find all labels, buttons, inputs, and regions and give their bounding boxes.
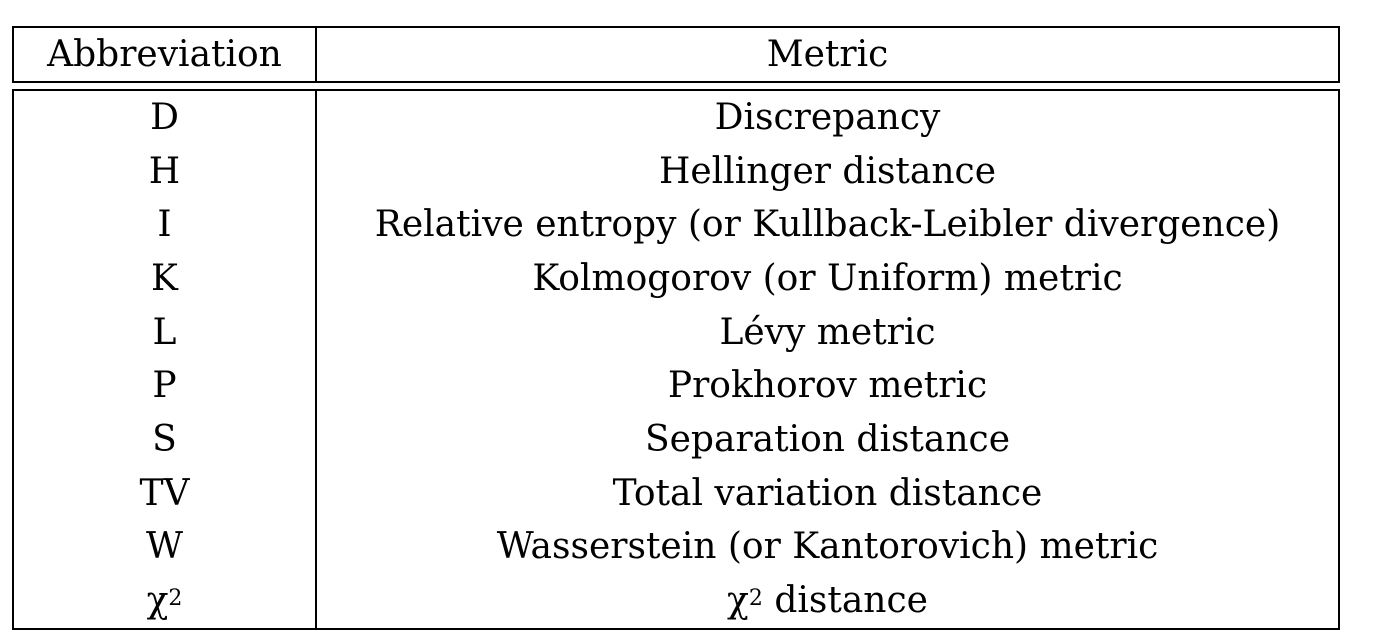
header-metric: Metric — [766, 33, 889, 75]
column-divider — [315, 91, 317, 628]
metric-cell: Total variation distance — [612, 472, 1043, 514]
abbr-cell: K — [151, 257, 178, 299]
metric-cell: Discrepancy — [714, 96, 941, 138]
metric-text: distance — [762, 580, 928, 622]
metric-cell: Prokhorov metric — [667, 365, 988, 407]
metric-cell: Relative entropy (or Kullback-Leibler di… — [374, 204, 1281, 246]
table-row: L Lévy metric — [14, 306, 1338, 360]
table-row: P Prokhorov metric — [14, 360, 1338, 414]
abbr-cell: I — [157, 204, 172, 246]
abbr-cell: D — [150, 96, 179, 138]
table-row: TV Total variation distance — [14, 467, 1338, 521]
metric-cell: Hellinger distance — [658, 150, 997, 192]
header-abbreviation: Abbreviation — [47, 33, 282, 75]
abbr-cell: H — [148, 150, 181, 192]
metric-cell: Lévy metric — [719, 311, 936, 353]
abbr-cell: P — [152, 365, 177, 407]
metrics-table: Abbreviation Metric D Discrepancy H Hell… — [12, 26, 1341, 630]
abbr-cell: S — [152, 419, 177, 461]
metric-cell: Wasserstein (or Kantorovich) metric — [496, 526, 1159, 568]
metric-symbol: χ — [727, 580, 749, 622]
table-row: K Kolmogorov (or Uniform) metric — [14, 252, 1338, 306]
table-header: Abbreviation Metric — [12, 26, 1340, 83]
table-body: D Discrepancy H Hellinger distance I Rel… — [12, 89, 1340, 630]
table-row: W Wasserstein (or Kantorovich) metric — [14, 521, 1338, 575]
abbr-cell: L — [152, 311, 177, 353]
table-row: H Hellinger distance — [14, 145, 1338, 199]
table-row: S Separation distance — [14, 413, 1338, 467]
abbr-symbol: χ — [146, 580, 169, 622]
abbr-cell: W — [145, 526, 183, 568]
table-row: I Relative entropy (or Kullback-Leibler … — [14, 198, 1338, 252]
column-divider — [315, 28, 317, 81]
metric-cell: Kolmogorov (or Uniform) metric — [532, 257, 1123, 299]
table-row: D Discrepancy — [14, 91, 1338, 145]
metric-cell: Separation distance — [644, 419, 1011, 461]
abbr-cell: TV — [139, 472, 190, 514]
